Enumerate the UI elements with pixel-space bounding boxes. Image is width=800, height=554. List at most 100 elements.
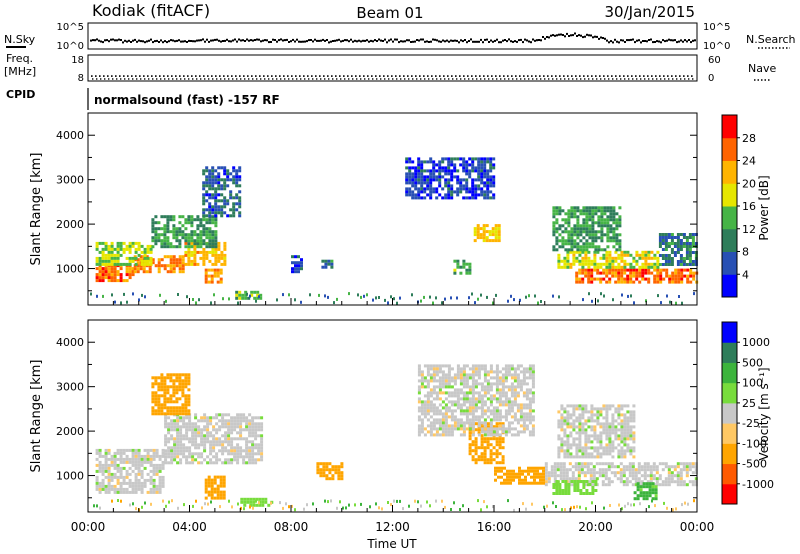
velocity-cell-5: [498, 437, 502, 441]
freq-trace-point: [239, 75, 241, 77]
power-cell-10: [656, 280, 660, 284]
velocity-cell-6: [495, 379, 499, 383]
velocity-cell-9: [651, 482, 655, 486]
power-cell-12: [561, 242, 565, 246]
velocity-cell-3: [163, 406, 167, 410]
velocity-cell-8: [567, 483, 571, 486]
power-cell-11: [605, 256, 609, 260]
velocity-cell-0: [155, 469, 159, 473]
velocity-cell-0: [161, 481, 165, 485]
power-cell-12: [579, 245, 583, 249]
velocity-cell-11: [566, 443, 570, 447]
power-cell-4: [208, 221, 212, 225]
velocity-cell-3: [175, 409, 179, 413]
power-cell-5: [232, 214, 236, 218]
power-cell-0: [107, 273, 111, 277]
freq-trace-point: [667, 75, 669, 77]
nave-trace-point: [444, 78, 446, 80]
nsky-trace-point: [322, 38, 324, 41]
power-cell-12: [555, 230, 559, 234]
velocity-cell-6: [513, 388, 517, 392]
velocity-cell-1: [245, 452, 249, 456]
power-cell-9: [405, 190, 409, 194]
velocity-cell-6: [441, 415, 445, 419]
power-cell-2: [223, 259, 227, 263]
power-cell-6: [210, 268, 214, 272]
velocity-cell-10: [521, 472, 524, 476]
nave-trace-point: [296, 78, 298, 80]
nsky-trace-point: [434, 38, 436, 41]
velocity-cell-0: [137, 481, 141, 485]
velocity-cell-6: [477, 382, 481, 386]
power-speckle: [360, 295, 362, 299]
power-cell-12: [609, 206, 613, 210]
power-cell-4: [214, 245, 218, 249]
power-cell-5: [202, 172, 206, 176]
power-cell-11: [620, 265, 624, 269]
velocity-cell-11: [560, 422, 564, 426]
power-cell-11: [560, 265, 564, 269]
velocity-cell-6: [474, 406, 478, 410]
velocity-cell-1: [203, 416, 207, 420]
power-cell-4: [163, 245, 167, 249]
power-cell-9: [450, 172, 454, 176]
nsky-trace-point: [116, 39, 118, 42]
velocity-cell-7: [652, 477, 656, 481]
velocity-cell-11: [587, 455, 591, 459]
power-cell-9: [444, 169, 448, 173]
power-cell-11: [656, 262, 660, 266]
nsky-trace-point: [654, 41, 656, 43]
velocity-cell-10: [539, 481, 542, 485]
power-cell-2: [214, 250, 218, 254]
power-cell-5: [238, 214, 242, 218]
velocity-cell-6: [462, 400, 466, 404]
power-cell-9: [432, 169, 436, 173]
power-cell-12: [606, 239, 610, 243]
velocity-cell-0: [146, 448, 150, 452]
velocity-cell-11: [587, 410, 591, 414]
velocity-cell-7: [616, 465, 620, 469]
power-cell-1: [136, 258, 140, 262]
power-cell-3: [149, 262, 153, 266]
velocity-cell-11: [590, 455, 594, 459]
velocity-cell-11: [560, 443, 564, 447]
power-cell-12: [594, 206, 598, 210]
power-cell-3: [128, 256, 132, 260]
velocity-cell-0: [158, 487, 162, 491]
velocity-cell-6: [501, 373, 505, 377]
velocity-cell-10: [533, 478, 536, 482]
velocity-cell-1: [188, 440, 192, 444]
velocity-cell-6: [513, 370, 517, 374]
velocity-cell-6: [423, 406, 427, 410]
velocity-cell-1: [230, 419, 234, 423]
velocity-cell-10: [524, 469, 527, 473]
velocity-cell-6: [504, 376, 508, 380]
power-cell-5: [205, 169, 209, 173]
velocity-cell-6: [498, 400, 502, 404]
velocity-cell-0: [116, 451, 120, 455]
power-cell-12: [606, 224, 610, 228]
power-cell-8: [494, 239, 498, 243]
power-cell-10: [602, 271, 606, 275]
velocity-cell-10: [512, 472, 515, 476]
power-cell-4: [199, 236, 203, 240]
power-cell-11: [629, 262, 633, 266]
velocity-cell-1: [203, 440, 207, 444]
power-cell-8: [485, 230, 489, 234]
freq-trace-point: [595, 75, 597, 77]
velocity-cell-6: [456, 418, 460, 422]
power-speckle: [444, 297, 446, 301]
power-cell-9: [435, 196, 439, 200]
velocity-cell-6: [465, 409, 469, 413]
velocity-cell-7: [559, 471, 563, 475]
power-cell-9: [471, 196, 475, 200]
nsearch-tick-top: 10^5: [703, 22, 730, 33]
velocity-cell-11: [560, 449, 564, 453]
velocity-cell-6: [531, 418, 535, 422]
power-cell-4: [205, 236, 209, 240]
velocity-cell-4: [240, 497, 244, 501]
velocity-cell-11: [584, 434, 588, 438]
nsky-trace-point: [568, 35, 570, 37]
velocity-cell-11: [596, 446, 600, 450]
power-speckle: [456, 296, 458, 300]
